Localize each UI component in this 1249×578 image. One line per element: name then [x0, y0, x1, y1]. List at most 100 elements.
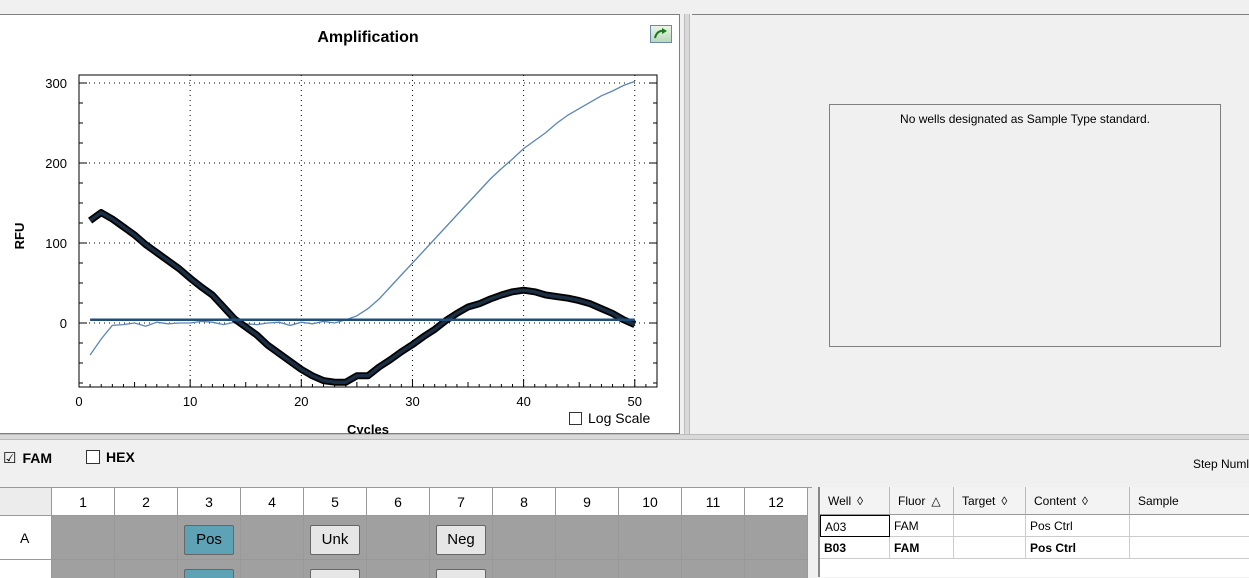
plate-well[interactable] — [241, 560, 304, 578]
plate-well[interactable] — [619, 516, 682, 560]
x-tick-label: 30 — [405, 394, 419, 409]
column-header-label: Content — [1034, 494, 1077, 508]
x-tick-label: 50 — [628, 394, 642, 409]
well-content-pos[interactable]: Pos — [184, 525, 234, 555]
well-table-cell-target[interactable] — [954, 515, 1026, 537]
sort-icon[interactable]: ◊ — [857, 494, 864, 508]
amplification-chart: Amplification 0 10 20 30 40 50 0 100 200 300 Cycles… — [12, 29, 658, 435]
series-line-0[interactable] — [89, 80, 636, 356]
well-table: Well ◊ Fluor △ Target ◊ Content ◊ Sample A03 FAM Po… — [818, 487, 1249, 577]
plate-column-header[interactable]: 5 — [304, 488, 367, 516]
plate-column-header[interactable]: 10 — [619, 488, 682, 516]
well-content-neg[interactable] — [436, 569, 486, 578]
column-header-sample[interactable]: Sample — [1130, 487, 1249, 515]
y-tick-label: 300 — [45, 76, 67, 91]
column-header-label: Fluor — [898, 494, 926, 508]
plate-corner[interactable] — [0, 488, 52, 516]
hex-label: HEX — [106, 449, 135, 465]
plate-well[interactable]: Neg — [430, 516, 493, 560]
hex-checkbox[interactable] — [86, 450, 100, 464]
column-header-label: Well — [828, 494, 852, 508]
plate-row-header[interactable] — [0, 560, 52, 578]
plate-well[interactable] — [745, 516, 808, 560]
plate-well[interactable] — [556, 516, 619, 560]
well-table-cell-content[interactable]: Pos Ctrl — [1026, 537, 1130, 559]
hex-toggle[interactable]: HEX — [86, 449, 135, 465]
sort-icon[interactable]: ◊ — [1001, 494, 1008, 508]
amplification-panel: Amplification 0 10 20 30 40 50 0 100 200 300 Cycles… — [0, 14, 680, 435]
y-axis-label: RFU — [12, 223, 27, 250]
plate-well[interactable] — [682, 560, 745, 578]
fam-label: FAM — [22, 450, 53, 466]
plate-column-header[interactable]: 9 — [556, 488, 619, 516]
plate-well[interactable] — [367, 516, 430, 560]
well-table-cell-well[interactable]: A03 — [820, 515, 890, 537]
x-tick-label: 10 — [183, 394, 197, 409]
well-content-pos[interactable] — [184, 569, 234, 578]
plate-well[interactable] — [745, 560, 808, 578]
plate-well[interactable] — [178, 560, 241, 578]
plate-column-header[interactable]: 4 — [241, 488, 304, 516]
fluorophore-bar: ☑ FAM HEX Step Numl — [0, 441, 1249, 481]
well-table-cell-well[interactable]: B03 — [820, 537, 890, 559]
x-tick-label: 20 — [294, 394, 308, 409]
fam-check-icon[interactable]: ☑ — [3, 450, 17, 467]
plate-column-header[interactable]: 2 — [115, 488, 178, 516]
plate-column-header[interactable]: 7 — [430, 488, 493, 516]
plate-well[interactable] — [682, 516, 745, 560]
sort-icon[interactable]: ◊ — [1082, 494, 1088, 508]
well-content-neg[interactable]: Neg — [436, 525, 486, 555]
column-header-well[interactable]: Well ◊ — [820, 487, 890, 515]
log-scale-toggle[interactable]: Log Scale — [569, 410, 650, 426]
plate-column-header[interactable]: 3 — [178, 488, 241, 516]
plate-well[interactable] — [115, 560, 178, 578]
y-tick-label: 0 — [60, 316, 67, 331]
well-table-cell-target[interactable] — [954, 537, 1026, 559]
plate-well[interactable] — [493, 516, 556, 560]
plate-well[interactable] — [430, 560, 493, 578]
well-table-cell-fluor[interactable]: FAM — [890, 515, 954, 537]
plate-well[interactable] — [52, 516, 115, 560]
well-table-cell-fluor[interactable]: FAM — [890, 537, 954, 559]
plate-well[interactable] — [619, 560, 682, 578]
column-header-content[interactable]: Content ◊ — [1026, 487, 1130, 515]
plate-well[interactable] — [556, 560, 619, 578]
well-table-cell-sample[interactable] — [1130, 515, 1249, 537]
well-table-cell-sample[interactable] — [1130, 537, 1249, 559]
plate-column-header[interactable]: 12 — [745, 488, 808, 516]
plate-column-header[interactable]: 6 — [367, 488, 430, 516]
horizontal-splitter[interactable] — [0, 434, 1249, 440]
step-number-label: Step Numl — [1192, 457, 1249, 471]
chart-title: Amplification — [317, 29, 418, 46]
plate-well[interactable] — [493, 560, 556, 578]
fam-toggle[interactable]: ☑ FAM — [3, 449, 52, 467]
log-scale-label: Log Scale — [588, 410, 651, 426]
plate-well[interactable]: Pos — [178, 516, 241, 560]
sort-icon[interactable]: △ — [931, 494, 941, 508]
export-arrow-icon[interactable] — [650, 25, 672, 43]
plate-well[interactable] — [241, 516, 304, 560]
series-line-1[interactable] — [89, 210, 636, 384]
standard-curve-panel: No wells designated as Sample Type stand… — [692, 14, 1249, 434]
plate-well[interactable] — [52, 560, 115, 578]
plate-well[interactable] — [115, 516, 178, 560]
y-tick-label: 200 — [45, 156, 67, 171]
well-content-unk[interactable]: Unk — [310, 525, 360, 555]
x-tick-label: 0 — [75, 394, 82, 409]
y-tick-label: 100 — [45, 236, 67, 251]
plate-row-header[interactable]: A — [0, 516, 52, 560]
plate-column-header[interactable]: 8 — [493, 488, 556, 516]
well-content-unk[interactable] — [310, 569, 360, 578]
plate-column-header[interactable]: 1 — [52, 488, 115, 516]
plate-well[interactable] — [367, 560, 430, 578]
column-header-target[interactable]: Target ◊ — [954, 487, 1026, 515]
log-scale-checkbox[interactable] — [569, 411, 582, 425]
x-tick-label: 40 — [516, 394, 530, 409]
well-table-cell-content[interactable]: Pos Ctrl — [1026, 515, 1130, 537]
column-header-label: Sample — [1138, 494, 1179, 508]
plate-column-header[interactable]: 11 — [682, 488, 745, 516]
vertical-splitter[interactable] — [684, 14, 690, 434]
column-header-fluor[interactable]: Fluor △ — [890, 487, 954, 515]
plate-well[interactable] — [304, 560, 367, 578]
plate-well[interactable]: Unk — [304, 516, 367, 560]
